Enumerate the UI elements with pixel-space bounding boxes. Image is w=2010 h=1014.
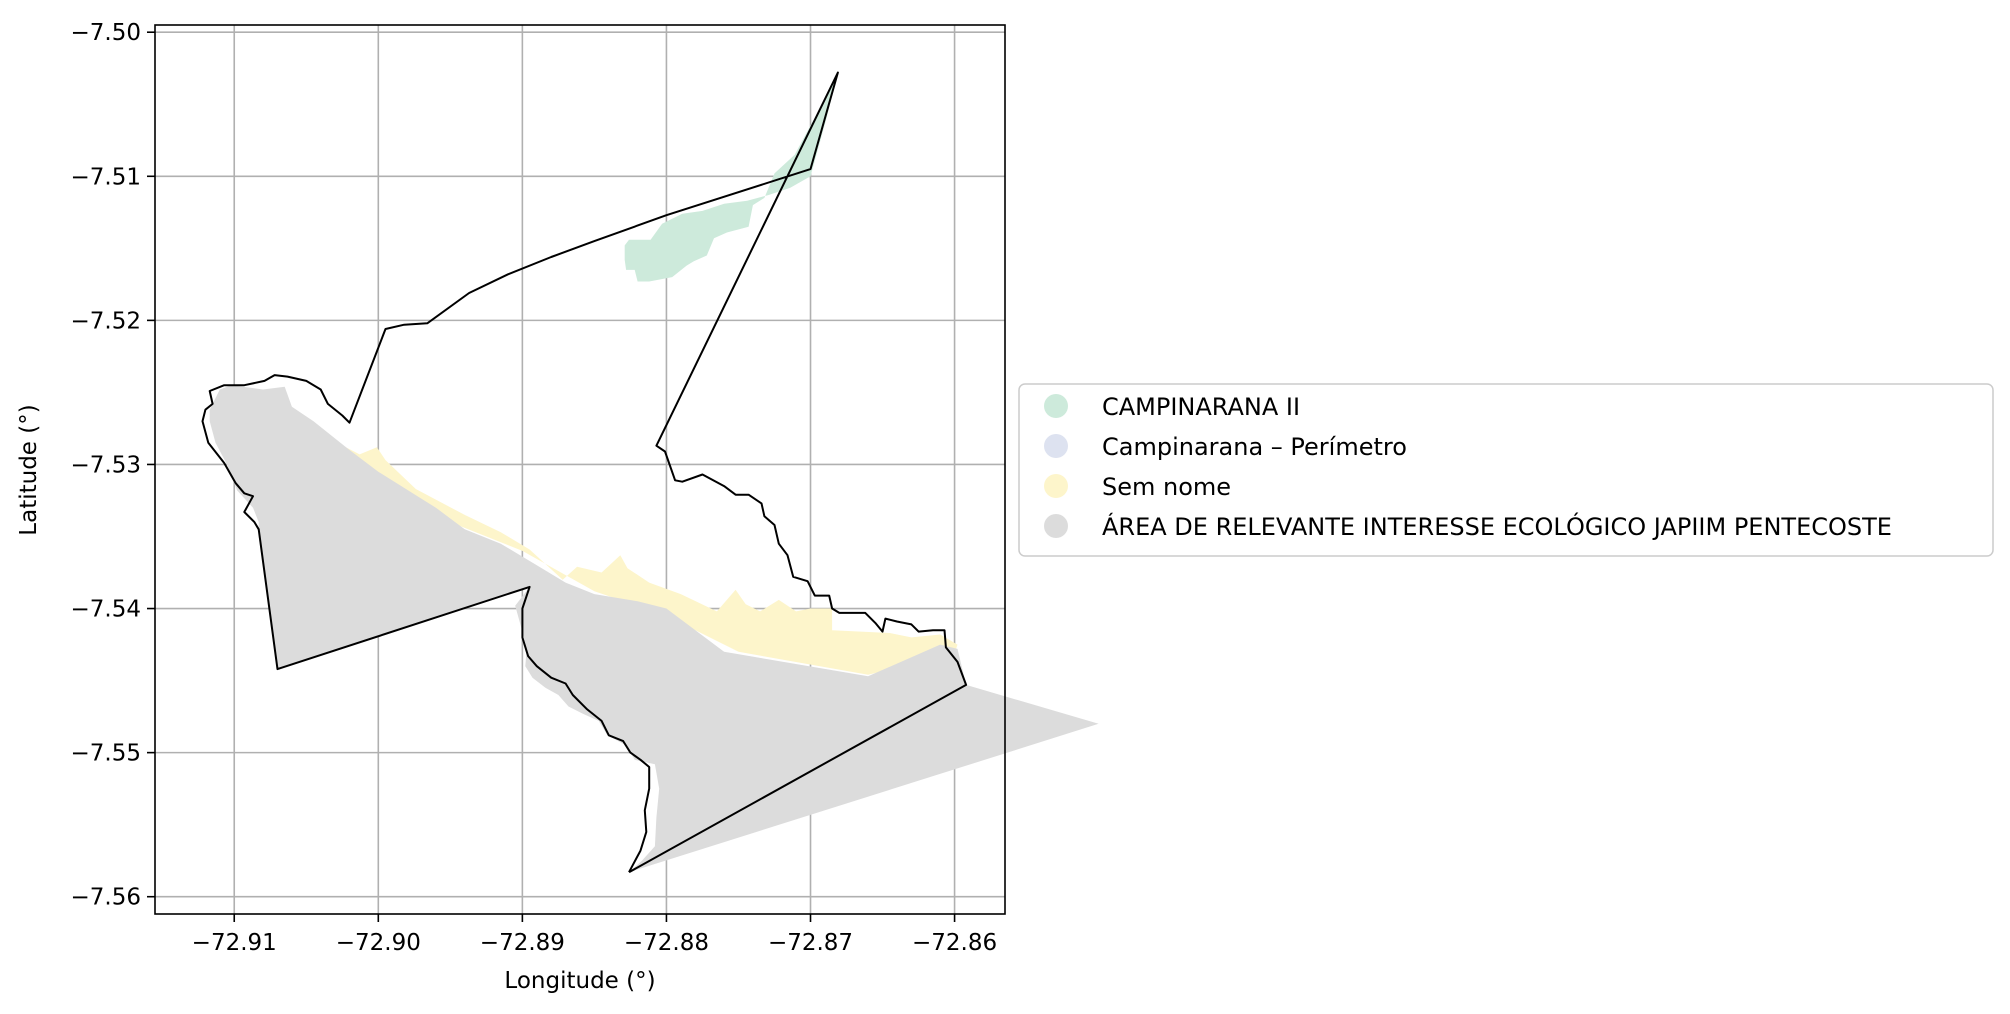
x-axis-label: Longitude (°) bbox=[504, 968, 655, 994]
plot-area bbox=[154, 24, 1099, 915]
legend-label: ÁREA DE RELEVANTE INTERESSE ECOLÓGICO JA… bbox=[1102, 511, 1892, 541]
y-tick-label: −7.53 bbox=[71, 452, 141, 478]
legend-label: CAMPINARANA II bbox=[1102, 393, 1300, 421]
legend-items: CAMPINARANA II Campinarana – Perímetro Sem… bbox=[1044, 393, 1892, 541]
x-tick-label: −72.88 bbox=[624, 930, 709, 956]
legend-marker bbox=[1044, 394, 1068, 418]
legend-label: Campinarana – Perímetro bbox=[1102, 433, 1407, 461]
x-axis-ticks: −72.91 −72.90 −72.89 −72.88 −72.87 −72.86 bbox=[192, 914, 997, 956]
y-tick-label: −7.56 bbox=[71, 885, 141, 911]
boundary-outline bbox=[201, 71, 968, 874]
x-tick-label: −72.86 bbox=[912, 930, 997, 956]
x-tick-label: −72.89 bbox=[480, 930, 565, 956]
axes-frame bbox=[154, 24, 1006, 915]
legend-frame bbox=[1018, 383, 1994, 557]
map-layer-3 bbox=[209, 385, 1099, 873]
legend-label: Sem nome bbox=[1102, 473, 1231, 501]
y-tick-label: −7.54 bbox=[71, 597, 141, 623]
y-tick-label: −7.55 bbox=[71, 741, 141, 767]
boundary-layer bbox=[201, 71, 968, 874]
legend-marker bbox=[1044, 434, 1068, 458]
x-tick-label: −72.87 bbox=[768, 930, 853, 956]
y-tick-label: −7.51 bbox=[71, 164, 141, 190]
map-layer-1 bbox=[624, 72, 838, 282]
y-axis-ticks: −7.50 −7.51 −7.52 −7.53 −7.54 −7.55 −7.56 bbox=[71, 20, 155, 911]
legend-marker bbox=[1044, 474, 1068, 498]
y-tick-label: −7.52 bbox=[71, 308, 141, 334]
x-tick-label: −72.91 bbox=[192, 930, 277, 956]
map-layers bbox=[209, 72, 1099, 873]
y-axis-label: Latitude (°) bbox=[16, 404, 42, 535]
legend-marker bbox=[1044, 514, 1068, 538]
y-tick-label: −7.50 bbox=[71, 20, 141, 46]
x-tick-label: −72.90 bbox=[336, 930, 421, 956]
legend: CAMPINARANA II Campinarana – Perímetro Sem… bbox=[1018, 383, 1994, 557]
map-layer-2 bbox=[294, 418, 958, 675]
